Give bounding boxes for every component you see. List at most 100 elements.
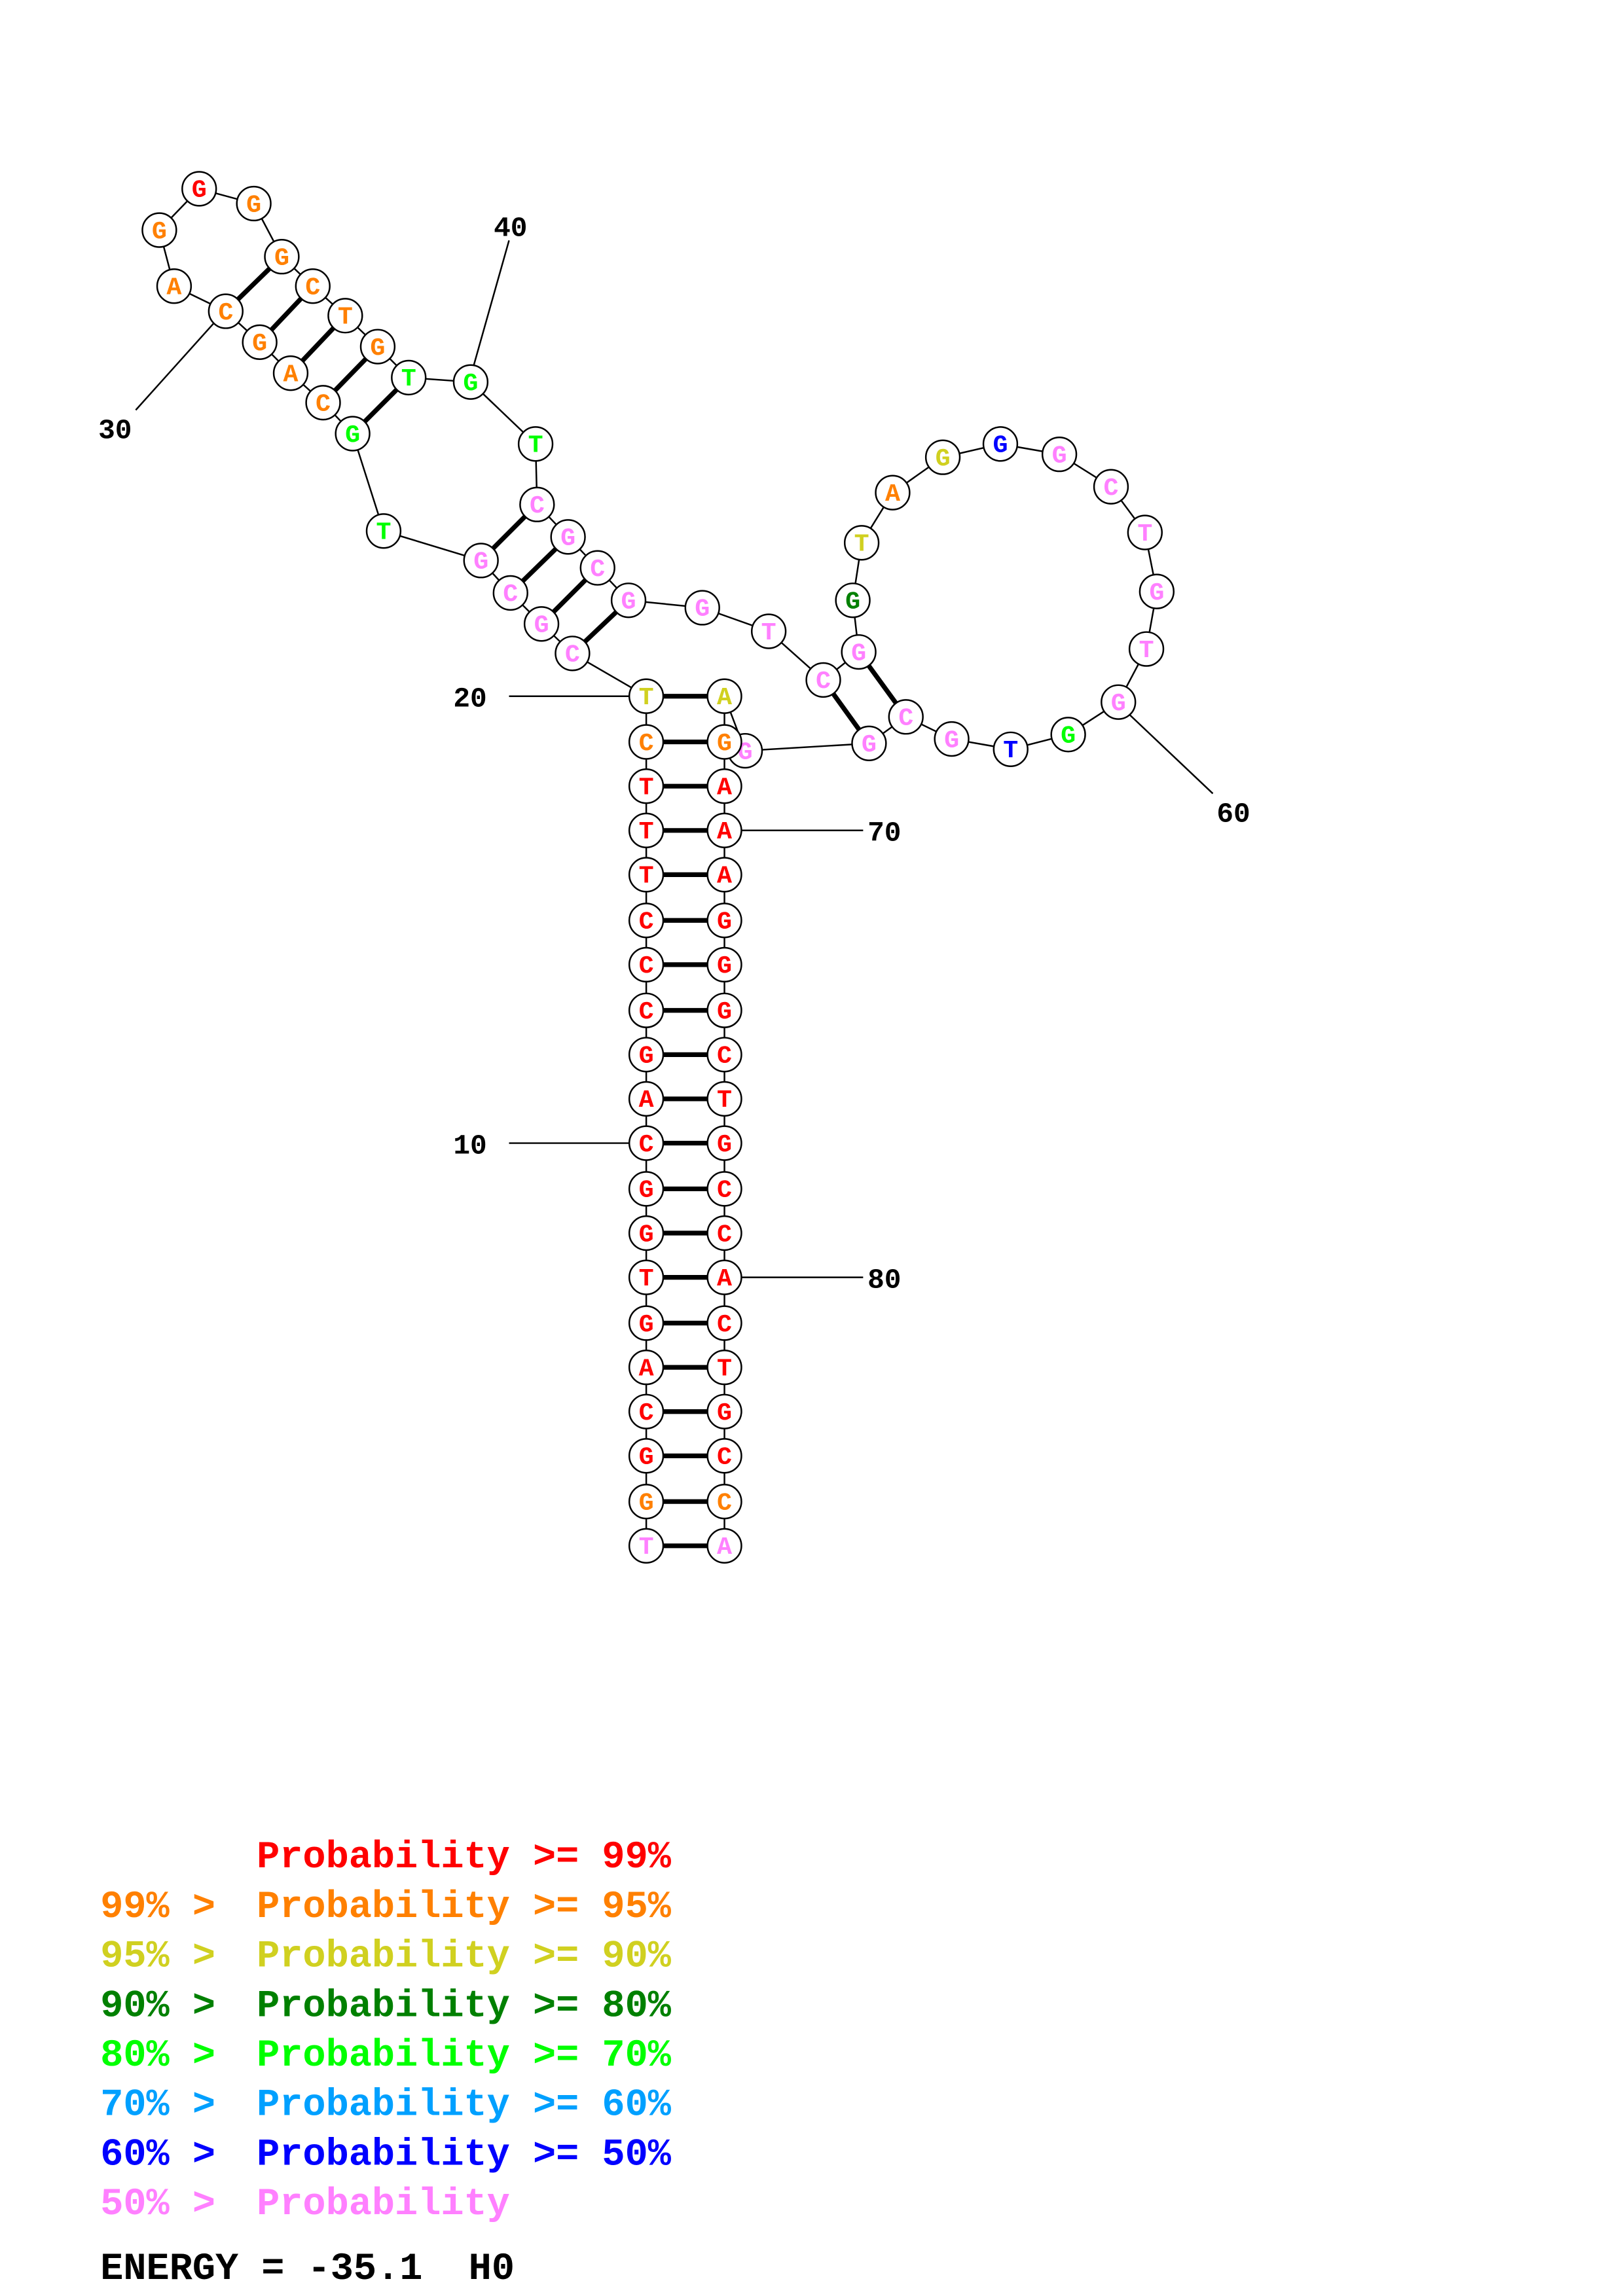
nucleotide-base: C xyxy=(590,555,605,584)
nucleotide-base: G xyxy=(944,726,959,755)
legend-prefix: 95% > xyxy=(100,1935,238,1979)
legend-label: Probability xyxy=(257,2182,510,2226)
nucleotide-base: T xyxy=(639,1265,654,1293)
nucleotide-80: A xyxy=(706,1259,742,1295)
nucleotide-72: G xyxy=(706,903,742,939)
nucleotide-68: G xyxy=(706,724,742,760)
position-label-70: 70 xyxy=(867,817,901,850)
nucleotide-circle xyxy=(628,812,665,848)
nucleotide-base: G xyxy=(534,611,549,640)
legend-row-p99: Probability >= 99% xyxy=(257,1835,672,1879)
nucleotide-79: C xyxy=(706,1215,742,1251)
nucleotide-base: G xyxy=(845,587,860,616)
nucleotide-36: C xyxy=(295,268,331,304)
nucleotide-circle xyxy=(706,946,742,983)
nucleotide-71: A xyxy=(706,857,742,893)
nucleotide-circle xyxy=(706,1393,742,1429)
nucleotide-base: G xyxy=(639,1042,654,1071)
nucleotide-circle xyxy=(335,416,371,452)
position-label-30: 30 xyxy=(98,414,132,446)
nucleotide-circle xyxy=(523,606,560,642)
nucleotide-base: G xyxy=(1052,441,1067,470)
nucleotide-18: T xyxy=(628,768,665,804)
nucleotide-circle xyxy=(628,992,665,1028)
nucleotide-base: A xyxy=(166,273,181,302)
nucleotide-circle xyxy=(579,550,615,586)
legend-row-p70: 80% > Probability >= 70% xyxy=(100,2034,671,2077)
nucleotide-base: T xyxy=(338,303,353,332)
nucleotide-58: G xyxy=(1139,573,1175,609)
nucleotide-base: C xyxy=(717,1443,732,1472)
nucleotide-1: T xyxy=(628,1528,665,1564)
nucleotide-circle xyxy=(492,575,528,611)
nucleotide-circle xyxy=(628,1259,665,1295)
nucleotide-base: G xyxy=(345,421,360,450)
nucleotide-49: G xyxy=(841,634,877,670)
nucleotide-circle xyxy=(555,636,591,672)
position-label-leader xyxy=(135,322,215,411)
nucleotide-base: A xyxy=(717,862,732,891)
nucleotide-3: G xyxy=(628,1438,665,1474)
nucleotide-circle xyxy=(610,583,647,619)
nucleotide-44: C xyxy=(579,550,615,586)
nucleotide-6: G xyxy=(628,1305,665,1341)
legend-prefix: 90% > xyxy=(100,1984,238,2028)
nucleotide-circle xyxy=(684,590,720,626)
nucleotide-38: G xyxy=(359,329,396,365)
nucleotide-circle xyxy=(982,426,1019,462)
nucleotide-circle xyxy=(463,543,499,579)
legend-prefix: 80% > xyxy=(100,2034,238,2077)
nucleotide-base: T xyxy=(639,862,654,891)
nucleotide-78: C xyxy=(706,1171,742,1207)
nucleotide-15: C xyxy=(628,903,665,939)
nucleotide-circle xyxy=(1128,631,1165,667)
nucleotide-circle xyxy=(236,185,272,222)
nucleotide-circle xyxy=(706,1305,742,1341)
nucleotide-base: G xyxy=(370,334,385,363)
nucleotide-base: C xyxy=(717,1176,732,1205)
position-label-10: 10 xyxy=(453,1130,486,1162)
nucleotide-circle xyxy=(628,1171,665,1207)
nucleotide-base: G xyxy=(473,548,488,577)
nucleotide-circle xyxy=(851,725,887,761)
nucleotide-21: C xyxy=(555,636,591,672)
nucleotide-base: T xyxy=(376,518,391,547)
nucleotide-base: A xyxy=(639,1354,654,1383)
nucleotide-base: T xyxy=(854,530,869,559)
nucleotide-circle xyxy=(706,1081,742,1117)
nucleotide-base: A xyxy=(717,1533,732,1562)
nucleotide-base: G xyxy=(1111,689,1126,718)
nucleotide-81: C xyxy=(706,1305,742,1341)
nucleotide-75: C xyxy=(706,1037,742,1073)
nucleotide-base: C xyxy=(639,1399,654,1427)
nucleotide-base: C xyxy=(717,1042,732,1071)
nucleotide-base: G xyxy=(639,1176,654,1205)
nucleotide-base: G xyxy=(695,595,710,624)
nucleotide-circle xyxy=(706,724,742,760)
legend-label: Probability >= 99% xyxy=(257,1835,672,1879)
nucleotide-circle xyxy=(706,1171,742,1207)
nucleotide-base: T xyxy=(761,619,776,647)
nucleotide-circle xyxy=(628,1393,665,1429)
nucleotide-circle xyxy=(517,426,554,462)
nucleotide-41: T xyxy=(517,426,554,462)
nucleotide-base: C xyxy=(717,1220,732,1249)
nucleotide-base: G xyxy=(717,997,732,1026)
nucleotide-base: C xyxy=(717,1488,732,1517)
nucleotide-37: T xyxy=(327,298,363,334)
nucleotide-45: G xyxy=(610,583,647,619)
nucleotide-circle xyxy=(628,1484,665,1520)
nucleotide-circle xyxy=(1041,436,1078,473)
nucleotide-circle xyxy=(628,1037,665,1073)
nucleotide-base: T xyxy=(717,1086,732,1115)
nucleotide-52: A xyxy=(875,475,911,511)
nucleotide-circle xyxy=(365,513,402,549)
nucleotide-circle xyxy=(1127,514,1163,550)
nucleotide-base: T xyxy=(717,1354,732,1383)
legend-label: Probability >= 90% xyxy=(257,1935,672,1979)
legend-prefix: 50% > xyxy=(100,2182,238,2226)
nucleotide-base: G xyxy=(851,639,866,668)
nucleotide-31: A xyxy=(156,268,192,304)
nucleotide-46: G xyxy=(684,590,720,626)
nucleotide-circle xyxy=(706,678,742,714)
